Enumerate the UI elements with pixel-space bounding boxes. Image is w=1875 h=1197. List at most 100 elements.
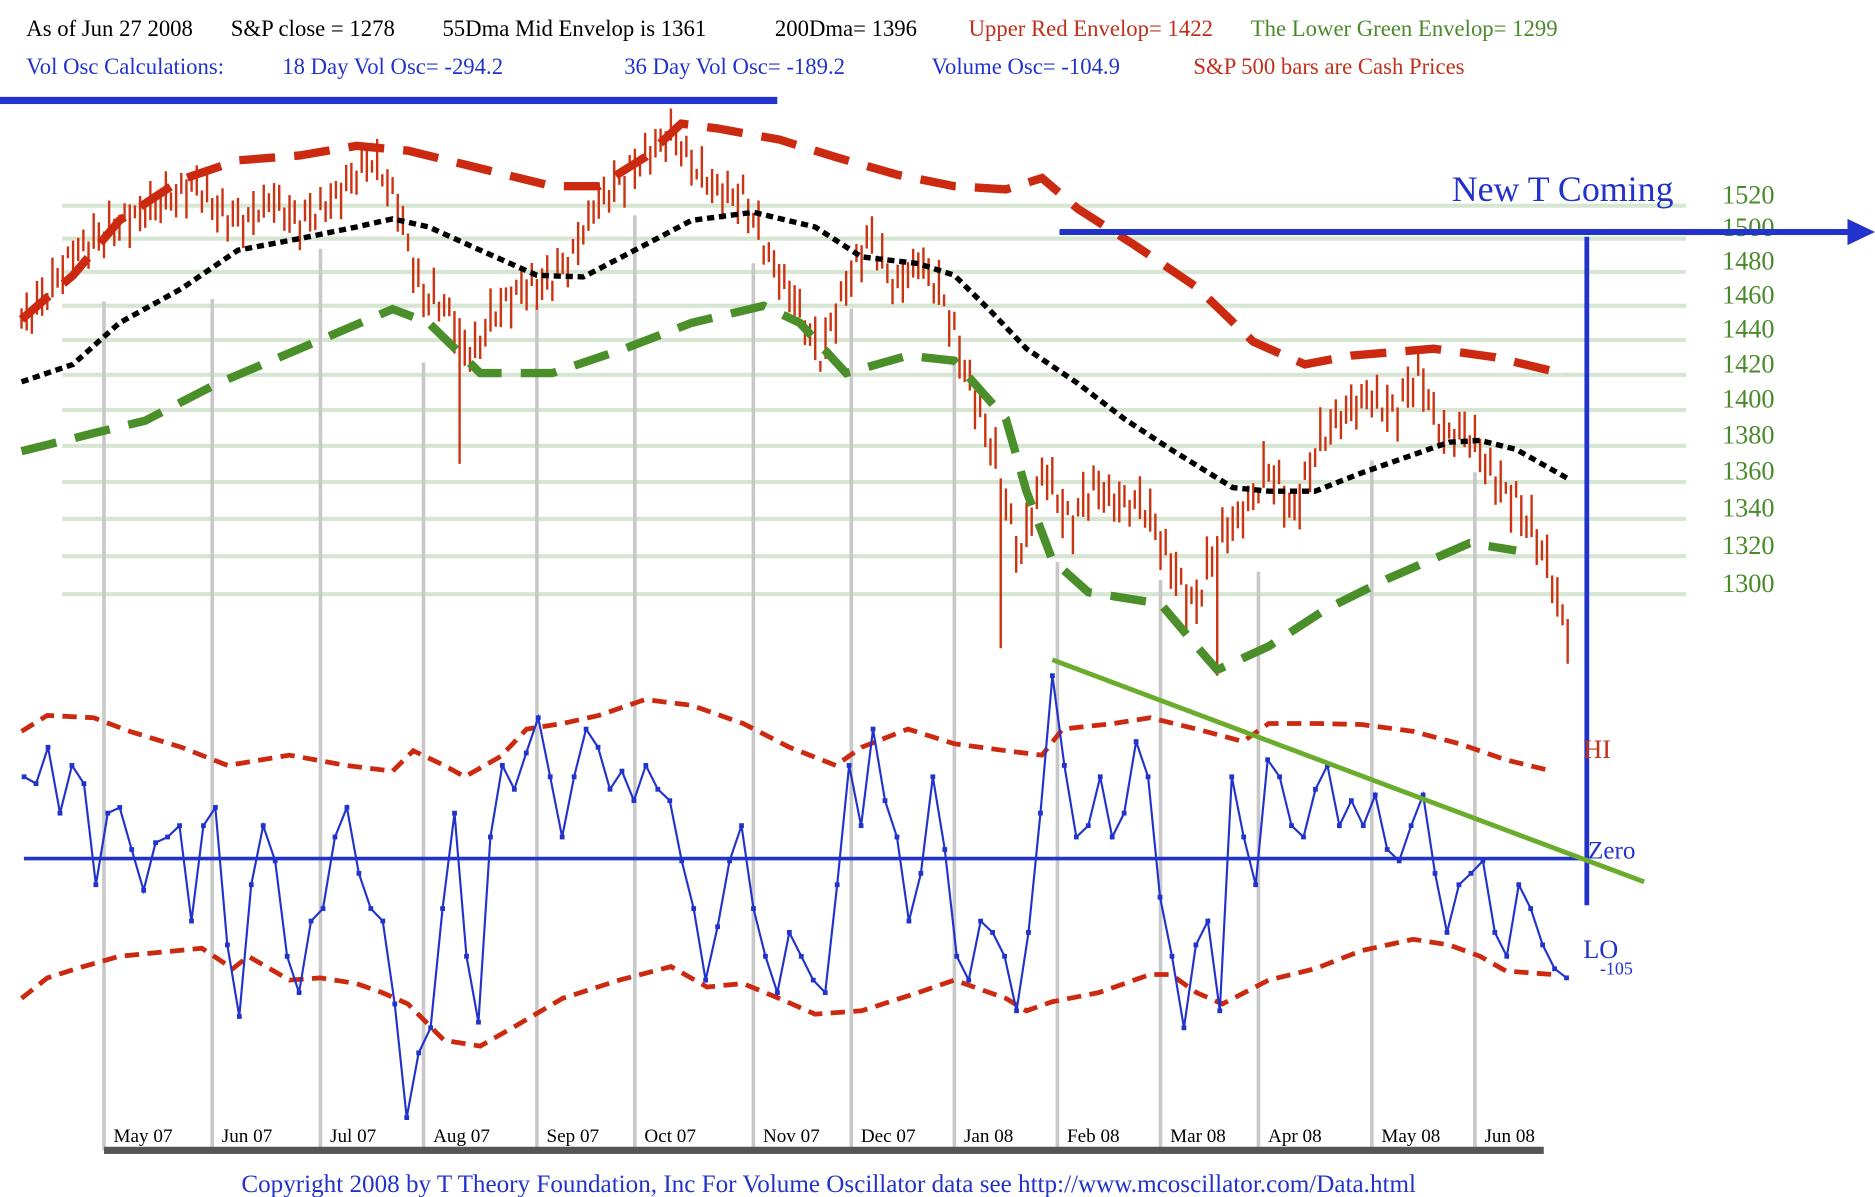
- oscillator-point: [822, 990, 828, 996]
- oscillator-point: [894, 834, 900, 840]
- oscillator-point: [703, 977, 709, 983]
- oscillator-point: [392, 1001, 398, 1007]
- oscillator-point: [45, 744, 51, 750]
- oscillator-point: [1289, 823, 1294, 829]
- oscillator-point: [619, 768, 625, 774]
- x-tick-label: Jan 08: [964, 1126, 1013, 1147]
- oscillator-point: [1038, 810, 1043, 816]
- oscillator-point: [1313, 786, 1318, 792]
- oscillator-point: [1241, 834, 1247, 840]
- oscillator-point: [1384, 847, 1390, 852]
- oscillator-point: [81, 781, 87, 786]
- y-tick-label: 1360: [1722, 457, 1775, 486]
- oscillator-point: [535, 715, 541, 721]
- mid-envelope-line: [20, 209, 1570, 494]
- oscillator-point: [1145, 774, 1151, 780]
- oscillator-point: [1480, 858, 1486, 864]
- oscillator-point: [1109, 834, 1115, 840]
- oscillator-point: [296, 990, 302, 996]
- copyright-footer: Copyright 2008 by T Theory Foundation, I…: [241, 1171, 1416, 1197]
- header-line-1: As of Jun 27 2008 S&P close = 1278 55Dma…: [26, 16, 1557, 41]
- y-tick-label: 1520: [1722, 180, 1775, 209]
- oscillator-point: [1360, 823, 1366, 829]
- x-tick-label: Apr 08: [1268, 1126, 1322, 1147]
- oscillator: [20, 673, 1569, 1120]
- time-axis-bar: [104, 1146, 1544, 1154]
- oscillator-point: [631, 798, 637, 804]
- oscillator-point: [607, 786, 613, 792]
- y-tick-label: 1320: [1722, 531, 1775, 560]
- x-tick-label: Aug 07: [433, 1126, 490, 1147]
- oscillator-point: [141, 888, 147, 893]
- oscillator-point: [129, 847, 135, 852]
- oscillator-point: [643, 763, 649, 768]
- oscillator-point: [1157, 894, 1163, 900]
- x-tick-label: Mar 08: [1170, 1126, 1226, 1147]
- oscillator-point: [1468, 870, 1474, 876]
- y-tick-label: 1300: [1722, 569, 1775, 598]
- oscillator-point: [990, 930, 996, 935]
- oscillator-point: [1205, 918, 1211, 924]
- oscillator-point: [1336, 823, 1342, 829]
- header-vol-osc-label: Vol Osc Calculations:: [26, 54, 224, 79]
- month-lines: [102, 215, 1477, 1151]
- oscillator-point: [870, 726, 876, 732]
- oscillator-point: [786, 930, 792, 935]
- oscillator-point: [1540, 942, 1546, 948]
- oscillator-point: [739, 823, 744, 829]
- header-18day-osc: 18 Day Vol Osc= -294.2: [282, 54, 503, 79]
- oscillator-point: [488, 834, 493, 840]
- osc-lo-band: [20, 936, 1553, 1049]
- oscillator-point: [1097, 774, 1103, 780]
- oscillator-point: [846, 763, 852, 768]
- oscillator-point: [1193, 942, 1199, 948]
- y-tick-label: 1460: [1722, 280, 1775, 309]
- oscillator-point: [380, 918, 386, 924]
- oscillator-point: [715, 924, 720, 930]
- oscillator-point: [966, 977, 972, 983]
- hi-label: HI: [1583, 735, 1611, 764]
- header-sp-close: S&P close = 1278: [231, 16, 395, 41]
- y-tick-label: 1340: [1722, 493, 1775, 522]
- y-tick-label: 1420: [1722, 349, 1775, 378]
- x-tick-label: Dec 07: [861, 1126, 916, 1147]
- oscillator-point: [918, 870, 924, 876]
- oscillator-point: [774, 990, 780, 996]
- oscillator-point: [1444, 930, 1450, 935]
- x-tick-label: Nov 07: [763, 1126, 820, 1147]
- x-tick-label: Feb 08: [1067, 1126, 1120, 1147]
- oscillator-point: [547, 774, 553, 780]
- x-tick-label: May 08: [1381, 1126, 1440, 1147]
- oscillator-point: [727, 858, 732, 864]
- oscillator-point: [1014, 1008, 1019, 1014]
- oscillator-point: [499, 763, 505, 768]
- x-tick-label: Oct 07: [644, 1126, 696, 1147]
- oscillator-point: [1420, 792, 1426, 798]
- oscillator-point: [1169, 953, 1175, 959]
- oscillator-line: [23, 675, 1568, 1118]
- header-lower-envelope: The Lower Green Envelop= 1299: [1251, 16, 1558, 41]
- oscillator-point: [1085, 823, 1091, 829]
- header-line-2: Vol Osc Calculations: 18 Day Vol Osc= -2…: [26, 54, 1464, 79]
- oscillator-point: [105, 810, 111, 816]
- y-tick-label: 1480: [1722, 247, 1775, 276]
- osc-hi-band: [20, 697, 1553, 780]
- oscillator-point: [69, 763, 75, 768]
- oscillator-point: [332, 834, 338, 840]
- oscillator-point: [1265, 757, 1271, 763]
- header-200dma: 200Dma= 1396: [775, 16, 917, 41]
- oscillator-point: [571, 774, 577, 780]
- oscillator-point: [1528, 906, 1534, 911]
- osc-trendline: [1051, 657, 1646, 885]
- envelopes: [18, 119, 1570, 675]
- oscillator-point: [1301, 834, 1306, 840]
- oscillator-point: [810, 977, 816, 983]
- oscillator-point: [284, 953, 290, 959]
- oscillator-point: [1277, 774, 1282, 780]
- oscillator-point: [583, 726, 589, 732]
- header-date: As of Jun 27 2008: [26, 16, 193, 41]
- y-tick-label: 1400: [1722, 385, 1775, 414]
- oscillator-point: [476, 1019, 481, 1025]
- month-labels: May 07 Jun 07 Jul 07 Aug 07 Sep 07 Oct 07 Nov …: [114, 1126, 1535, 1147]
